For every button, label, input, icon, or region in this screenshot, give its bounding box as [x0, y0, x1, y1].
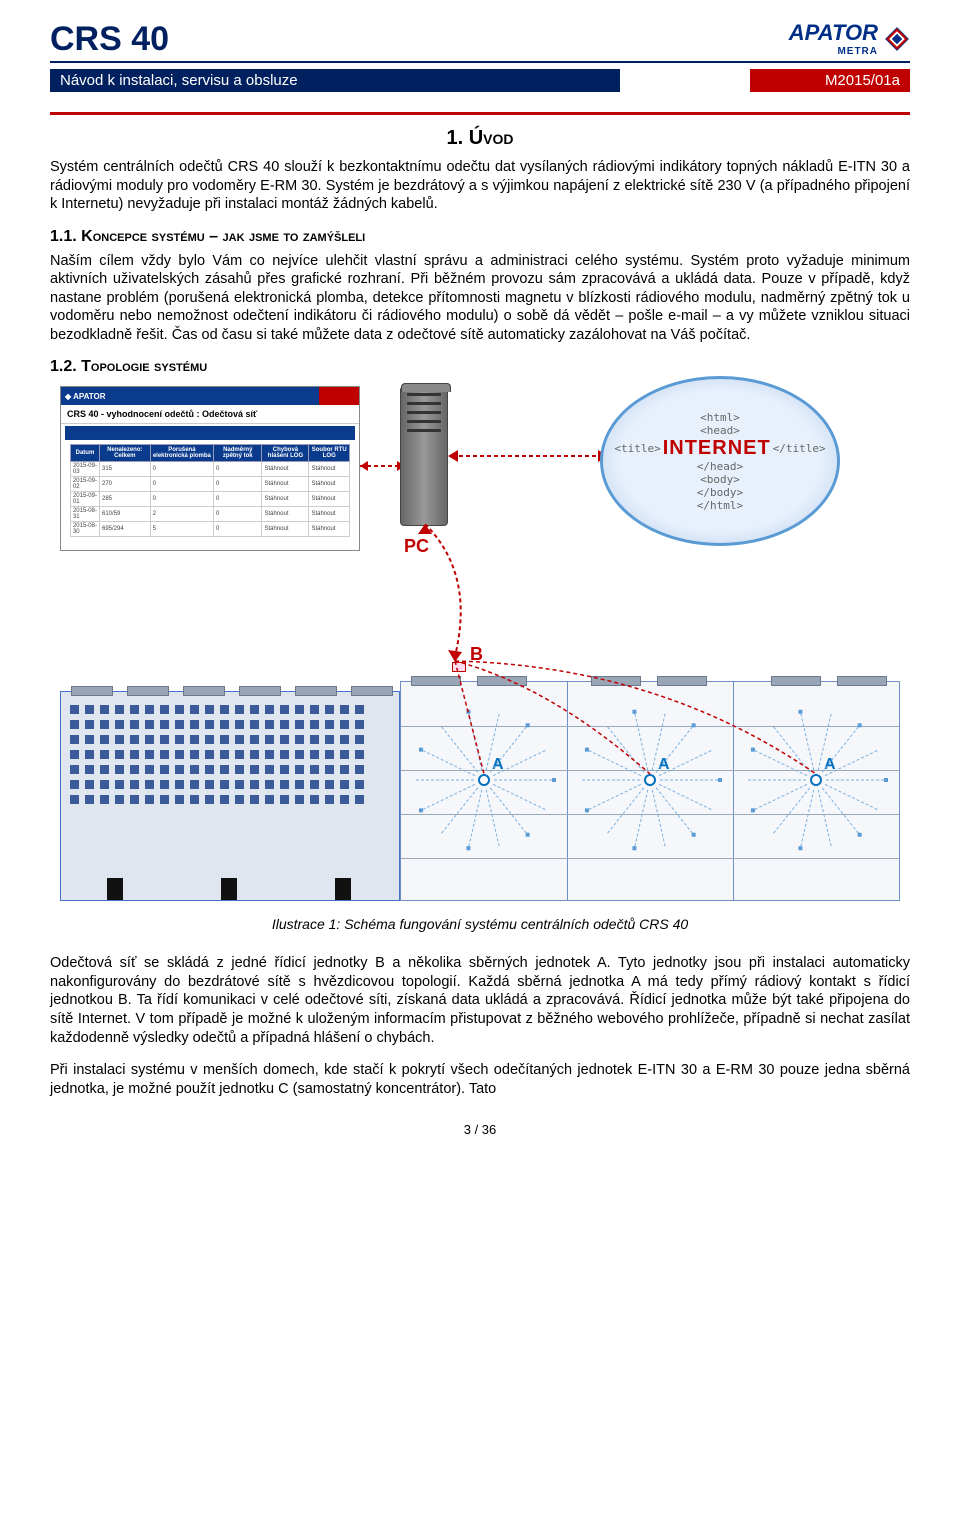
tag2: <head>: [700, 424, 740, 437]
brand-logo: APATOR METRA: [789, 20, 910, 57]
logo-diamond-icon: [884, 26, 910, 52]
building-right-cutaway: [400, 681, 900, 901]
subheader-left: Návod k instalaci, servisu a obsluze: [50, 69, 620, 92]
page-number: 3 / 36: [50, 1122, 910, 1137]
internet-bubble: <html> <head> <title> INTERNET </title> …: [600, 376, 840, 546]
mini-topbar: ◆ APATOR: [61, 387, 359, 405]
tag8: </html>: [697, 499, 743, 512]
sub12-num: 1.2.: [50, 358, 81, 375]
para-after-1: Odečtová síť se skládá z jedné řídicí je…: [50, 954, 910, 1047]
sub11-title: Koncepce systému – jak jsme to zamýšleli: [81, 228, 365, 245]
hr-blue: [50, 61, 910, 63]
hr-red: [50, 112, 910, 115]
subsection-1-2: 1.2. Topologie systému: [50, 358, 910, 376]
tag5: </head>: [697, 460, 743, 473]
para-1-1: Naším cílem vždy bylo Vám co nejvíce ule…: [50, 252, 910, 345]
buildings: A A A: [60, 656, 900, 901]
subsection-1-1: 1.1. Koncepce systému – jak jsme to zamý…: [50, 228, 910, 246]
mini-title: CRS 40 - vyhodnocení odečtů : Odečtová s…: [61, 405, 359, 424]
tag3: <title>: [614, 442, 660, 455]
tag6: <body>: [700, 473, 740, 486]
mini-logo: ◆ APATOR: [65, 392, 106, 401]
sub12-title: Topologie systému: [81, 358, 207, 375]
arrow-screenshot-server: [360, 456, 405, 476]
topology-diagram: ◆ APATOR CRS 40 - vyhodnocení odečtů : O…: [60, 386, 900, 906]
internet-label: INTERNET: [663, 437, 771, 460]
tag7: </body>: [697, 486, 743, 499]
tag4: </title>: [773, 442, 826, 455]
logo-sub: METRA: [789, 46, 878, 57]
node-a-3-label: A: [824, 756, 836, 774]
server-icon: [400, 386, 448, 526]
figure-caption: Ilustrace 1: Schéma fungování systému ce…: [50, 916, 910, 932]
subheader: Návod k instalaci, servisu a obsluze M20…: [50, 69, 910, 92]
section-title: 1. Úvod: [50, 127, 910, 150]
header: CRS 40 APATOR METRA: [50, 20, 910, 59]
pc-label: PC: [404, 536, 429, 557]
node-a-1-label: A: [492, 756, 504, 774]
sub11-num: 1.1.: [50, 228, 81, 245]
arrow-server-internet: [448, 444, 608, 468]
intro-paragraph: Systém centrálních odečtů CRS 40 slouží …: [50, 158, 910, 214]
document-title: CRS 40: [50, 20, 169, 59]
mini-screenshot: ◆ APATOR CRS 40 - vyhodnocení odečtů : O…: [60, 386, 360, 551]
logo-brand: APATOR: [789, 20, 878, 46]
building-left-group: [60, 691, 400, 901]
node-a-2-label: A: [658, 756, 670, 774]
para-after-2: Při instalaci systému v menších domech, …: [50, 1061, 910, 1098]
mini-tabs: [65, 426, 355, 440]
mini-redcorner: [319, 387, 359, 405]
mini-table: DatumNenalezeno: CelkemPorušená elektron…: [70, 444, 350, 537]
tag1: <html>: [700, 411, 740, 424]
subheader-right: M2015/01a: [750, 69, 910, 92]
